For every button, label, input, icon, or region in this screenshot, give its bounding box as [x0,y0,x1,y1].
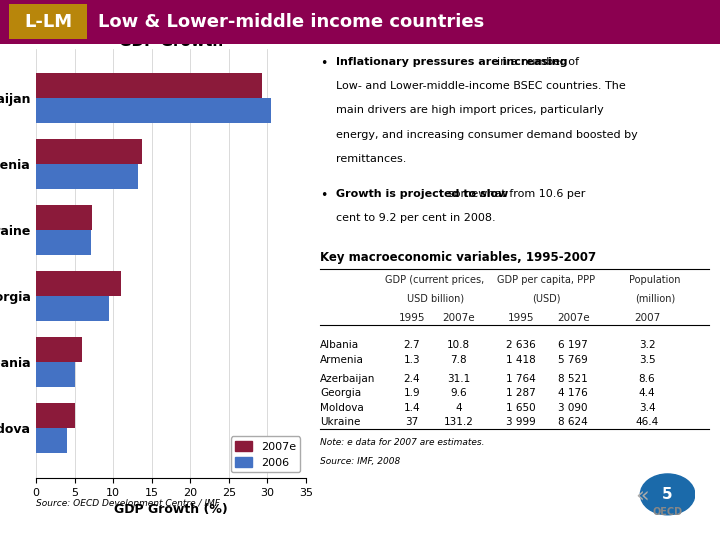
Text: Ukraine: Ukraine [320,417,361,428]
Text: Key macroeconomic variables, 1995-2007: Key macroeconomic variables, 1995-2007 [320,251,597,264]
Text: 31.1: 31.1 [447,374,470,384]
Text: 1 650: 1 650 [506,403,536,413]
Text: 5 769: 5 769 [558,355,588,365]
Text: «: « [635,486,649,506]
Text: Inflationary pressures are increasing: Inflationary pressures are increasing [336,57,567,67]
Text: 131.2: 131.2 [444,417,473,428]
Text: somewhat from 10.6 per: somewhat from 10.6 per [336,189,585,199]
Text: L-LM: L-LM [24,13,72,31]
Text: 1 418: 1 418 [505,355,536,365]
Text: 3.4: 3.4 [639,403,655,413]
Bar [36,337,82,362]
Text: 6 197: 6 197 [558,340,588,350]
Bar [36,403,75,428]
Text: USD billion): USD billion) [407,293,464,303]
Circle shape [640,474,695,515]
Text: 4.4: 4.4 [639,388,655,399]
Text: Georgia: Georgia [320,388,361,399]
Text: 2.7: 2.7 [403,340,420,350]
Text: Growth is projected to slow: Growth is projected to slow [336,189,508,199]
Text: 9.6: 9.6 [450,388,467,399]
Bar [36,139,142,164]
Text: 1 287: 1 287 [505,388,536,399]
Text: 1995: 1995 [398,313,425,323]
Text: 4: 4 [455,403,462,413]
Text: 2007e: 2007e [557,313,590,323]
Text: OECD: OECD [652,507,683,517]
Text: 8.6: 8.6 [639,374,655,384]
Text: 3 090: 3 090 [559,403,588,413]
Text: •: • [320,189,328,202]
Text: Source: IMF, 2008: Source: IMF, 2008 [320,457,400,466]
Text: cent to 9.2 per cent in 2008.: cent to 9.2 per cent in 2008. [336,213,495,224]
Text: 2006-2007: 2006-2007 [139,27,203,40]
Title: GDP Growth: GDP Growth [119,33,223,49]
Text: remittances.: remittances. [336,154,406,164]
Bar [36,296,109,321]
Bar [36,428,67,454]
Text: GDP (current prices,: GDP (current prices, [385,275,485,286]
Text: •: • [320,57,328,70]
Text: 2.4: 2.4 [403,374,420,384]
Text: 1 764: 1 764 [505,374,536,384]
Text: 8 624: 8 624 [558,417,588,428]
Text: 46.4: 46.4 [635,417,659,428]
Text: 5: 5 [662,487,673,502]
Text: GDP per capita, PPP: GDP per capita, PPP [497,275,595,286]
Bar [36,205,92,230]
Bar [36,164,138,190]
Text: Albania: Albania [320,340,359,350]
Text: 3 999: 3 999 [505,417,536,428]
Text: energy, and increasing consumer demand boosted by: energy, and increasing consumer demand b… [336,130,638,140]
Text: 37: 37 [405,417,418,428]
Text: Armenia: Armenia [320,355,364,365]
Text: (USD): (USD) [531,293,560,303]
Text: main drivers are high import prices, particularly: main drivers are high import prices, par… [336,105,603,116]
Bar [36,73,262,98]
Bar [36,230,91,255]
Text: 4 176: 4 176 [558,388,588,399]
Text: Low & Lower-middle income countries: Low & Lower-middle income countries [98,13,484,31]
Text: Low- and Lower-middle-income BSEC countries. The: Low- and Lower-middle-income BSEC countr… [336,81,626,91]
Text: 1995: 1995 [508,313,534,323]
Bar [36,271,121,296]
Text: 2007e: 2007e [442,313,474,323]
Bar [36,98,271,123]
Text: 1.4: 1.4 [403,403,420,413]
Text: (million): (million) [634,293,675,303]
Text: Moldova: Moldova [320,403,364,413]
Text: 10.8: 10.8 [447,340,470,350]
Text: 3.2: 3.2 [639,340,655,350]
Text: 2 636: 2 636 [505,340,536,350]
Text: Note: e data for 2007 are estimates.: Note: e data for 2007 are estimates. [320,438,485,448]
Text: Source: OECD Development Centre / IMF: Source: OECD Development Centre / IMF [36,500,220,509]
Text: Population: Population [629,275,680,286]
Text: 7.8: 7.8 [450,355,467,365]
Text: 3.5: 3.5 [639,355,655,365]
Bar [36,362,75,387]
Legend: 2007e, 2006: 2007e, 2006 [231,436,300,472]
Text: 8 521: 8 521 [558,374,588,384]
Text: 1.3: 1.3 [403,355,420,365]
Text: 1.9: 1.9 [403,388,420,399]
Text: 2007: 2007 [634,313,660,323]
X-axis label: GDP Growth (%): GDP Growth (%) [114,503,228,516]
Text: in a number of: in a number of [336,57,579,67]
Text: Azerbaijan: Azerbaijan [320,374,376,384]
